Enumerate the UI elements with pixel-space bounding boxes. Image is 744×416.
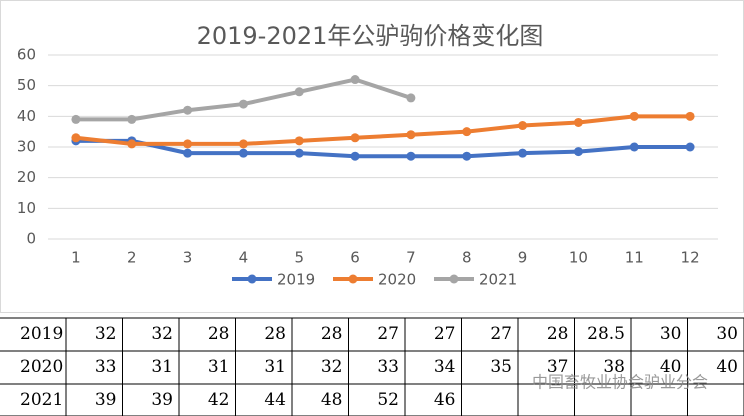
table-cell: 28 bbox=[547, 324, 569, 344]
table-cell: 39 bbox=[95, 390, 117, 410]
point bbox=[294, 87, 304, 97]
point bbox=[629, 111, 639, 121]
table-cell: 38 bbox=[603, 357, 625, 377]
series-line bbox=[75, 138, 691, 159]
point bbox=[462, 151, 472, 161]
point bbox=[294, 148, 304, 158]
table-cell: 35 bbox=[490, 357, 512, 377]
y-tick-label: 0 bbox=[26, 230, 36, 248]
point bbox=[685, 111, 695, 121]
row-header: 2019 bbox=[20, 324, 63, 344]
y-tick-label: 50 bbox=[17, 76, 36, 94]
table-cell: 30 bbox=[716, 324, 738, 344]
x-tick-label: 8 bbox=[462, 249, 472, 267]
series-line bbox=[75, 114, 691, 146]
table-cell: 32 bbox=[95, 324, 117, 344]
point bbox=[127, 139, 137, 149]
table-cell: 42 bbox=[208, 390, 230, 410]
table-cell: 33 bbox=[377, 357, 399, 377]
table-cell: 32 bbox=[151, 324, 173, 344]
legend-marker bbox=[247, 274, 257, 284]
y-tick-label: 60 bbox=[17, 46, 36, 64]
table-cell: 40 bbox=[716, 357, 738, 377]
table-cell: 52 bbox=[377, 390, 399, 410]
point bbox=[573, 117, 583, 127]
legend-marker bbox=[348, 274, 358, 284]
y-tick-label: 40 bbox=[17, 107, 36, 125]
x-tick-label: 6 bbox=[350, 249, 360, 267]
x-tick-label: 7 bbox=[406, 249, 416, 267]
x-tick-label: 4 bbox=[239, 249, 249, 267]
point bbox=[71, 133, 81, 143]
point bbox=[518, 121, 528, 131]
table-cell: 28 bbox=[264, 324, 286, 344]
legend-label: 2019 bbox=[277, 271, 315, 289]
y-tick-label: 20 bbox=[17, 168, 36, 186]
table-cell: 39 bbox=[151, 390, 173, 410]
table-cell: 48 bbox=[321, 390, 343, 410]
table-cell: 32 bbox=[321, 357, 343, 377]
point bbox=[629, 142, 639, 152]
point bbox=[518, 148, 528, 158]
x-tick-label: 12 bbox=[681, 249, 700, 267]
legend-label: 2020 bbox=[378, 271, 416, 289]
point bbox=[294, 136, 304, 146]
table-cell: 31 bbox=[264, 357, 286, 377]
table-cell: 27 bbox=[490, 324, 512, 344]
point bbox=[406, 93, 416, 103]
table-cell: 27 bbox=[434, 324, 456, 344]
x-tick-label: 3 bbox=[183, 249, 193, 267]
table-cell: 28 bbox=[208, 324, 230, 344]
legend-marker bbox=[449, 274, 459, 284]
point bbox=[183, 148, 193, 158]
table-cell: 31 bbox=[208, 357, 230, 377]
y-tick-label: 30 bbox=[17, 138, 36, 156]
row-header: 2020 bbox=[20, 357, 63, 377]
x-tick-label: 9 bbox=[518, 249, 528, 267]
point bbox=[71, 114, 81, 124]
point bbox=[406, 151, 416, 161]
table-cell: 30 bbox=[660, 324, 682, 344]
x-tick-label: 1 bbox=[71, 249, 81, 267]
x-tick-label: 11 bbox=[625, 249, 644, 267]
table-cell: 31 bbox=[151, 357, 173, 377]
point bbox=[127, 114, 137, 124]
table-cell: 28 bbox=[321, 324, 343, 344]
point bbox=[573, 147, 583, 157]
point bbox=[350, 151, 360, 161]
point bbox=[238, 148, 248, 158]
table-cell: 40 bbox=[660, 357, 682, 377]
point bbox=[350, 133, 360, 143]
table-cell: 37 bbox=[547, 357, 569, 377]
x-tick-label: 10 bbox=[569, 249, 588, 267]
legend-label: 2021 bbox=[479, 271, 517, 289]
point bbox=[183, 139, 193, 149]
table-cell: 34 bbox=[434, 357, 456, 377]
y-tick-label: 10 bbox=[17, 199, 36, 217]
x-tick-label: 2 bbox=[127, 249, 137, 267]
x-tick-label: 5 bbox=[294, 249, 304, 267]
point bbox=[238, 139, 248, 149]
table: 2019 32 32 28 28 28 27 27 27 28 28.5 30 30 2020 33 31 31… bbox=[0, 317, 744, 416]
table-cell: 33 bbox=[95, 357, 117, 377]
chart-title: 2019-2021年公驴驹价格变化图 bbox=[197, 22, 544, 50]
point bbox=[350, 75, 360, 85]
watermark: 中国畜牧业协会驴业分会 bbox=[532, 373, 708, 392]
point bbox=[183, 105, 193, 115]
point bbox=[462, 127, 472, 137]
table-cell: 44 bbox=[264, 390, 286, 410]
table-cell: 46 bbox=[434, 390, 456, 410]
point bbox=[238, 99, 248, 109]
row-header: 2021 bbox=[20, 390, 63, 410]
table-cell: 28.5 bbox=[587, 324, 625, 344]
table-cell: 27 bbox=[377, 324, 399, 344]
point bbox=[685, 142, 695, 152]
point bbox=[406, 130, 416, 140]
